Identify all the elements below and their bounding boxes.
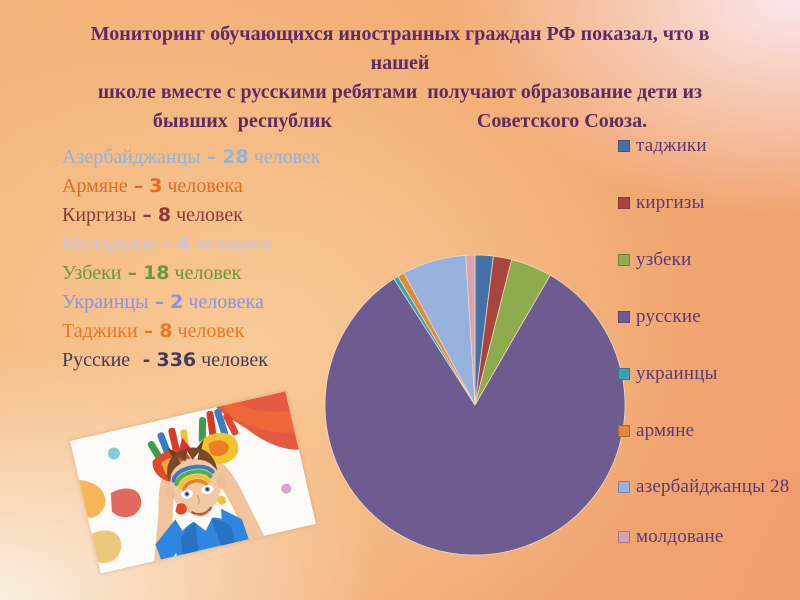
- count-unit: человек: [171, 204, 243, 226]
- legend-swatch: [618, 481, 630, 493]
- nationality-name: Украинцы: [62, 291, 149, 313]
- title-line-4-left: бывших республик: [152, 110, 332, 132]
- nationality-count: 336: [156, 349, 197, 371]
- count-unit: человек: [169, 262, 242, 284]
- count-unit: человека: [162, 175, 243, 197]
- nationality-name: Таджики: [62, 320, 138, 342]
- legend-label: киргизы: [636, 192, 705, 213]
- dash-separator: –: [155, 234, 178, 255]
- legend-item: молдоване: [618, 525, 794, 582]
- legend-swatch: [618, 254, 630, 266]
- legend-swatch: [618, 368, 630, 380]
- title-line-4-right: Советского Союза.: [476, 110, 648, 132]
- legend-swatch: [618, 197, 630, 209]
- list-item: Азербайджанцы – 28 человек: [62, 143, 321, 172]
- count-unit: человека: [183, 291, 264, 313]
- legend-item: азербайджанцы 28: [618, 475, 794, 525]
- title-line-4: бывших республик Советского Союза.: [40, 107, 760, 136]
- count-unit: человек: [172, 320, 245, 342]
- dash-separator: -: [130, 350, 157, 371]
- dash-separator: –: [121, 263, 144, 284]
- legend-item: армяне: [618, 419, 794, 475]
- legend-label: узбеки: [636, 249, 692, 270]
- legend-label: таджики: [636, 135, 707, 156]
- dash-separator: –: [136, 205, 158, 226]
- legend-label: армяне: [636, 420, 695, 441]
- legend-swatch: [618, 425, 630, 437]
- nationality-count: 18: [143, 262, 170, 284]
- count-unit: человек: [196, 349, 268, 371]
- legend-swatch: [618, 140, 630, 152]
- nationality-name: Русские: [62, 349, 131, 371]
- legend-swatch: [618, 531, 630, 543]
- legend-label: украинцы: [636, 363, 718, 384]
- pie-slice-молдоване: [465, 254, 476, 406]
- list-item: Узбеки – 18 человек: [62, 259, 321, 288]
- dash-separator: –: [127, 176, 150, 197]
- list-item: Молдаване – 4 человека: [62, 230, 321, 259]
- dash-separator: –: [137, 321, 160, 342]
- dash-separator: –: [148, 292, 171, 313]
- nationality-count: 8: [157, 204, 172, 226]
- pie-chart: [322, 252, 628, 558]
- nationality-name: Молдаване: [62, 233, 156, 255]
- nationality-count: 4: [177, 233, 191, 255]
- pie-slice-русские: [324, 274, 626, 556]
- chart-legend: таджики киргизы узбеки русские украинцы армян…: [618, 134, 794, 582]
- legend-swatch: [618, 311, 630, 323]
- nationality-name: Азербайджанцы: [62, 146, 201, 168]
- nationality-count: 2: [170, 291, 184, 313]
- child-photo: [70, 391, 316, 574]
- legend-item: таджики: [618, 134, 794, 191]
- nationality-name: Армяне: [62, 175, 128, 197]
- legend-item: украинцы: [618, 362, 794, 419]
- nationality-count: 28: [222, 146, 249, 168]
- list-item: Украинцы – 2 человека: [62, 288, 321, 317]
- list-item: Русские - 336 человек: [62, 346, 321, 375]
- slide-title: Мониторинг обучающихся иностранных гражд…: [40, 20, 760, 136]
- list-item: Армяне – 3 человека: [62, 172, 321, 201]
- title-line-2: нашей: [370, 52, 430, 74]
- legend-item: узбеки: [618, 248, 794, 305]
- child-photo-illustration: [70, 391, 316, 574]
- dash-separator: –: [200, 147, 223, 168]
- title-line-3: школе вместе с русскими ребятами получаю…: [97, 81, 703, 103]
- legend-item: русские: [618, 305, 794, 362]
- pie-chart-svg: [324, 254, 626, 556]
- list-item: Таджики – 8 человек: [62, 317, 321, 346]
- title-line-1: Мониторинг обучающихся иностранных гражд…: [90, 23, 710, 45]
- count-unit: человека: [190, 233, 271, 255]
- nationality-count: 3: [149, 175, 163, 197]
- nationality-list: Азербайджанцы – 28 человек Армяне – 3 чел…: [62, 143, 321, 375]
- legend-label: молдоване: [636, 526, 724, 547]
- legend-label: русские: [636, 306, 701, 327]
- list-item: Киргизы – 8 человек: [62, 201, 321, 230]
- legend-label: азербайджанцы 28: [636, 476, 790, 497]
- nationality-count: 8: [159, 320, 173, 342]
- legend-item: киргизы: [618, 191, 794, 248]
- nationality-name: Киргизы: [62, 204, 137, 226]
- nationality-name: Узбеки: [62, 262, 122, 284]
- count-unit: человек: [248, 146, 321, 168]
